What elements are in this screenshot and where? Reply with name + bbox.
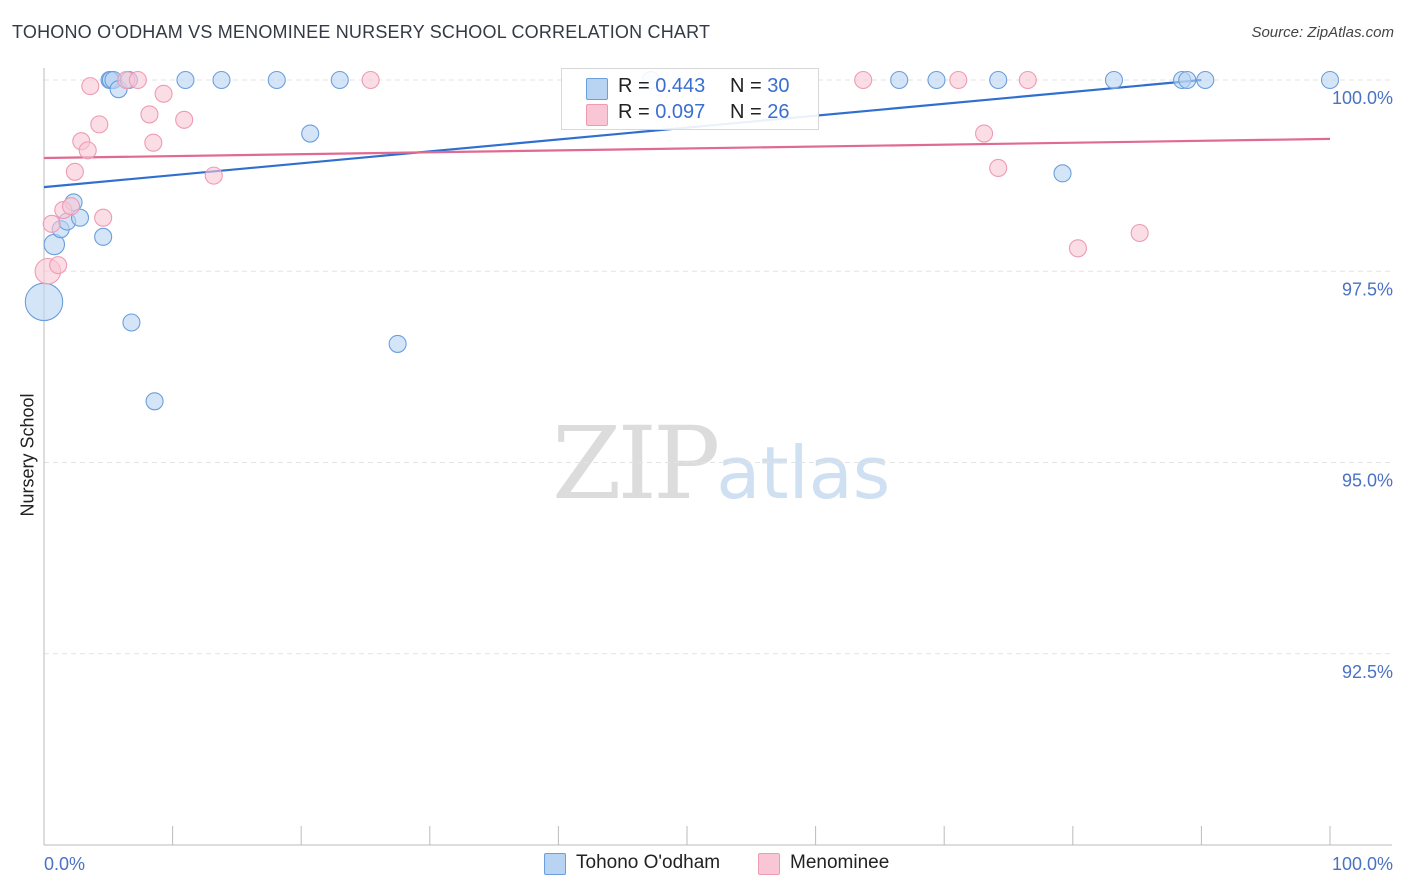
point-menominee (1130, 223, 1149, 243)
stats-legend: R = 0.443 N = 30 R = 0.097 N = 26 (561, 68, 819, 130)
legend-swatch-menominee (758, 853, 780, 875)
r-label: R = (618, 75, 656, 97)
chart-title: TOHONO O'ODHAM VS MENOMINEE NURSERY SCHO… (12, 22, 711, 42)
point-menominee (61, 197, 81, 216)
point-menominee (81, 77, 100, 96)
watermark-zip: ZIP (552, 405, 720, 522)
point-menominee (140, 105, 159, 124)
point-menominee (94, 208, 113, 227)
y-tick-label: 95.0% (1342, 471, 1393, 491)
point-tohono (388, 334, 407, 353)
point-tohono (145, 392, 164, 411)
point-menominee (42, 214, 61, 233)
point-menominee (361, 70, 380, 90)
tick-labels: 100.0% 97.5% 95.0% 92.5% 0.0% 100.0% (44, 88, 1393, 874)
legend-label-menominee: Menominee (790, 852, 890, 873)
y-tick-label: 92.5% (1342, 662, 1393, 682)
point-tohono (24, 282, 64, 322)
point-tohono (122, 313, 141, 332)
point-tohono (176, 70, 195, 90)
trend-line-menominee (43, 137, 1331, 160)
axes (43, 68, 1392, 846)
data-points (24, 70, 1340, 411)
menominee-swatch (586, 104, 608, 126)
n-label: N = (730, 101, 768, 123)
point-tohono (1196, 70, 1215, 90)
n-value-menominee: 26 (767, 101, 790, 123)
trend-line-tohono (43, 78, 1202, 189)
point-tohono (267, 70, 286, 90)
point-menominee (90, 115, 109, 134)
tohono-swatch (586, 78, 608, 100)
point-menominee (975, 124, 994, 143)
point-tohono (989, 70, 1008, 90)
point-menominee (854, 70, 873, 90)
r-value-tohono: 0.443 (655, 75, 706, 97)
point-menominee (65, 162, 84, 181)
point-tohono (1104, 70, 1124, 90)
point-menominee (989, 158, 1008, 178)
point-menominee (144, 133, 163, 152)
point-menominee (175, 110, 194, 129)
gridlines (44, 79, 1392, 655)
trend-lines (43, 78, 1331, 189)
point-menominee (204, 166, 223, 185)
point-menominee (1068, 239, 1087, 258)
point-menominee (128, 70, 147, 90)
source-credit: Source: ZipAtlas.com (1251, 24, 1394, 41)
r-value-menominee: 0.097 (655, 101, 706, 123)
point-tohono (212, 70, 231, 90)
point-tohono (1178, 70, 1197, 90)
n-label: N = (730, 75, 768, 97)
point-tohono (1320, 70, 1340, 90)
y-tick-label: 97.5% (1342, 279, 1393, 299)
x-tick-label-max: 100.0% (1332, 854, 1393, 874)
point-menominee (78, 141, 97, 160)
point-tohono (890, 70, 909, 90)
legend-label-tohono: Tohono O'odham (576, 852, 721, 873)
point-tohono (301, 124, 320, 143)
n-value-tohono: 30 (767, 75, 790, 97)
series-legend: Tohono O'odham Menominee (0, 852, 1406, 878)
point-tohono (94, 227, 113, 246)
y-tick-label: 100.0% (1332, 88, 1393, 108)
point-tohono (927, 70, 946, 90)
watermark-atlas: atlas (716, 431, 891, 515)
point-menominee (1018, 70, 1037, 90)
r-label: R = (618, 101, 656, 123)
watermark: ZIPatlas (552, 405, 890, 522)
point-menominee (949, 70, 968, 90)
point-menominee (154, 84, 173, 103)
legend-swatch-tohono (544, 853, 566, 875)
x-tick-label-min: 0.0% (44, 854, 85, 874)
point-tohono (1053, 164, 1072, 183)
point-menominee (49, 256, 68, 275)
point-tohono (330, 70, 349, 90)
